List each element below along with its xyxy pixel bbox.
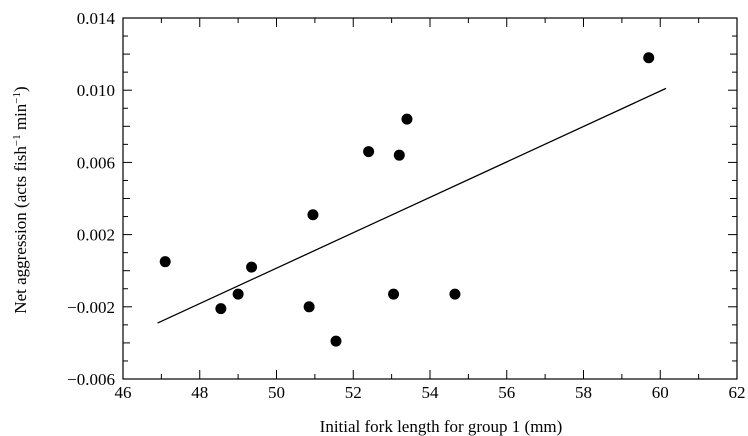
data-points [159, 52, 655, 347]
data-point [449, 288, 461, 300]
y-axis-title-sup2: −1 [11, 92, 23, 104]
data-point [388, 288, 400, 300]
x-tick-label: 56 [498, 383, 515, 402]
y-axis-title-sup1: −1 [11, 134, 23, 146]
y-axis-title: Net aggression (acts fish−1 min−1) [11, 86, 30, 313]
y-tick-label: 0.006 [77, 153, 115, 172]
data-point [232, 288, 244, 300]
x-tick-label: 46 [115, 383, 132, 402]
plot-frame [122, 17, 738, 380]
regression-line [157, 87, 667, 324]
data-point [401, 113, 413, 125]
trendline-group [157, 87, 667, 324]
data-point [159, 256, 171, 268]
x-axis-tick-labels: 46 48 50 52 54 56 58 60 62 [115, 383, 746, 402]
data-point [215, 303, 227, 315]
y-axis-ticks [123, 17, 737, 380]
y-axis-tick-labels: −0.006 −0.002 0.002 0.006 0.010 0.014 [67, 9, 115, 389]
y-tick-label: 0.002 [77, 226, 115, 245]
data-point [363, 146, 375, 158]
x-tick-label: 50 [268, 383, 285, 402]
data-point [307, 209, 319, 221]
data-point [246, 261, 258, 273]
y-tick-label: −0.002 [67, 298, 115, 317]
data-point [330, 335, 342, 347]
x-tick-label: 54 [422, 383, 440, 402]
x-tick-label: 52 [345, 383, 362, 402]
y-tick-label: 0.014 [77, 9, 116, 28]
x-tick-label: 62 [729, 383, 746, 402]
x-axis-ticks [122, 18, 738, 379]
y-axis-title-main: Net aggression (acts fish [11, 146, 30, 314]
y-tick-label: −0.006 [67, 370, 115, 389]
y-axis-title-mid: min [11, 103, 30, 134]
y-tick-label: 0.010 [77, 81, 115, 100]
x-axis-title: Initial fork length for group 1 (mm) [320, 417, 563, 436]
data-point [643, 52, 655, 64]
data-point [393, 149, 405, 161]
y-axis-title-end: ) [11, 86, 30, 92]
x-tick-label: 58 [575, 383, 592, 402]
plot-border [122, 17, 738, 380]
x-tick-label: 60 [652, 383, 669, 402]
x-tick-label: 48 [191, 383, 208, 402]
data-point [303, 301, 315, 313]
